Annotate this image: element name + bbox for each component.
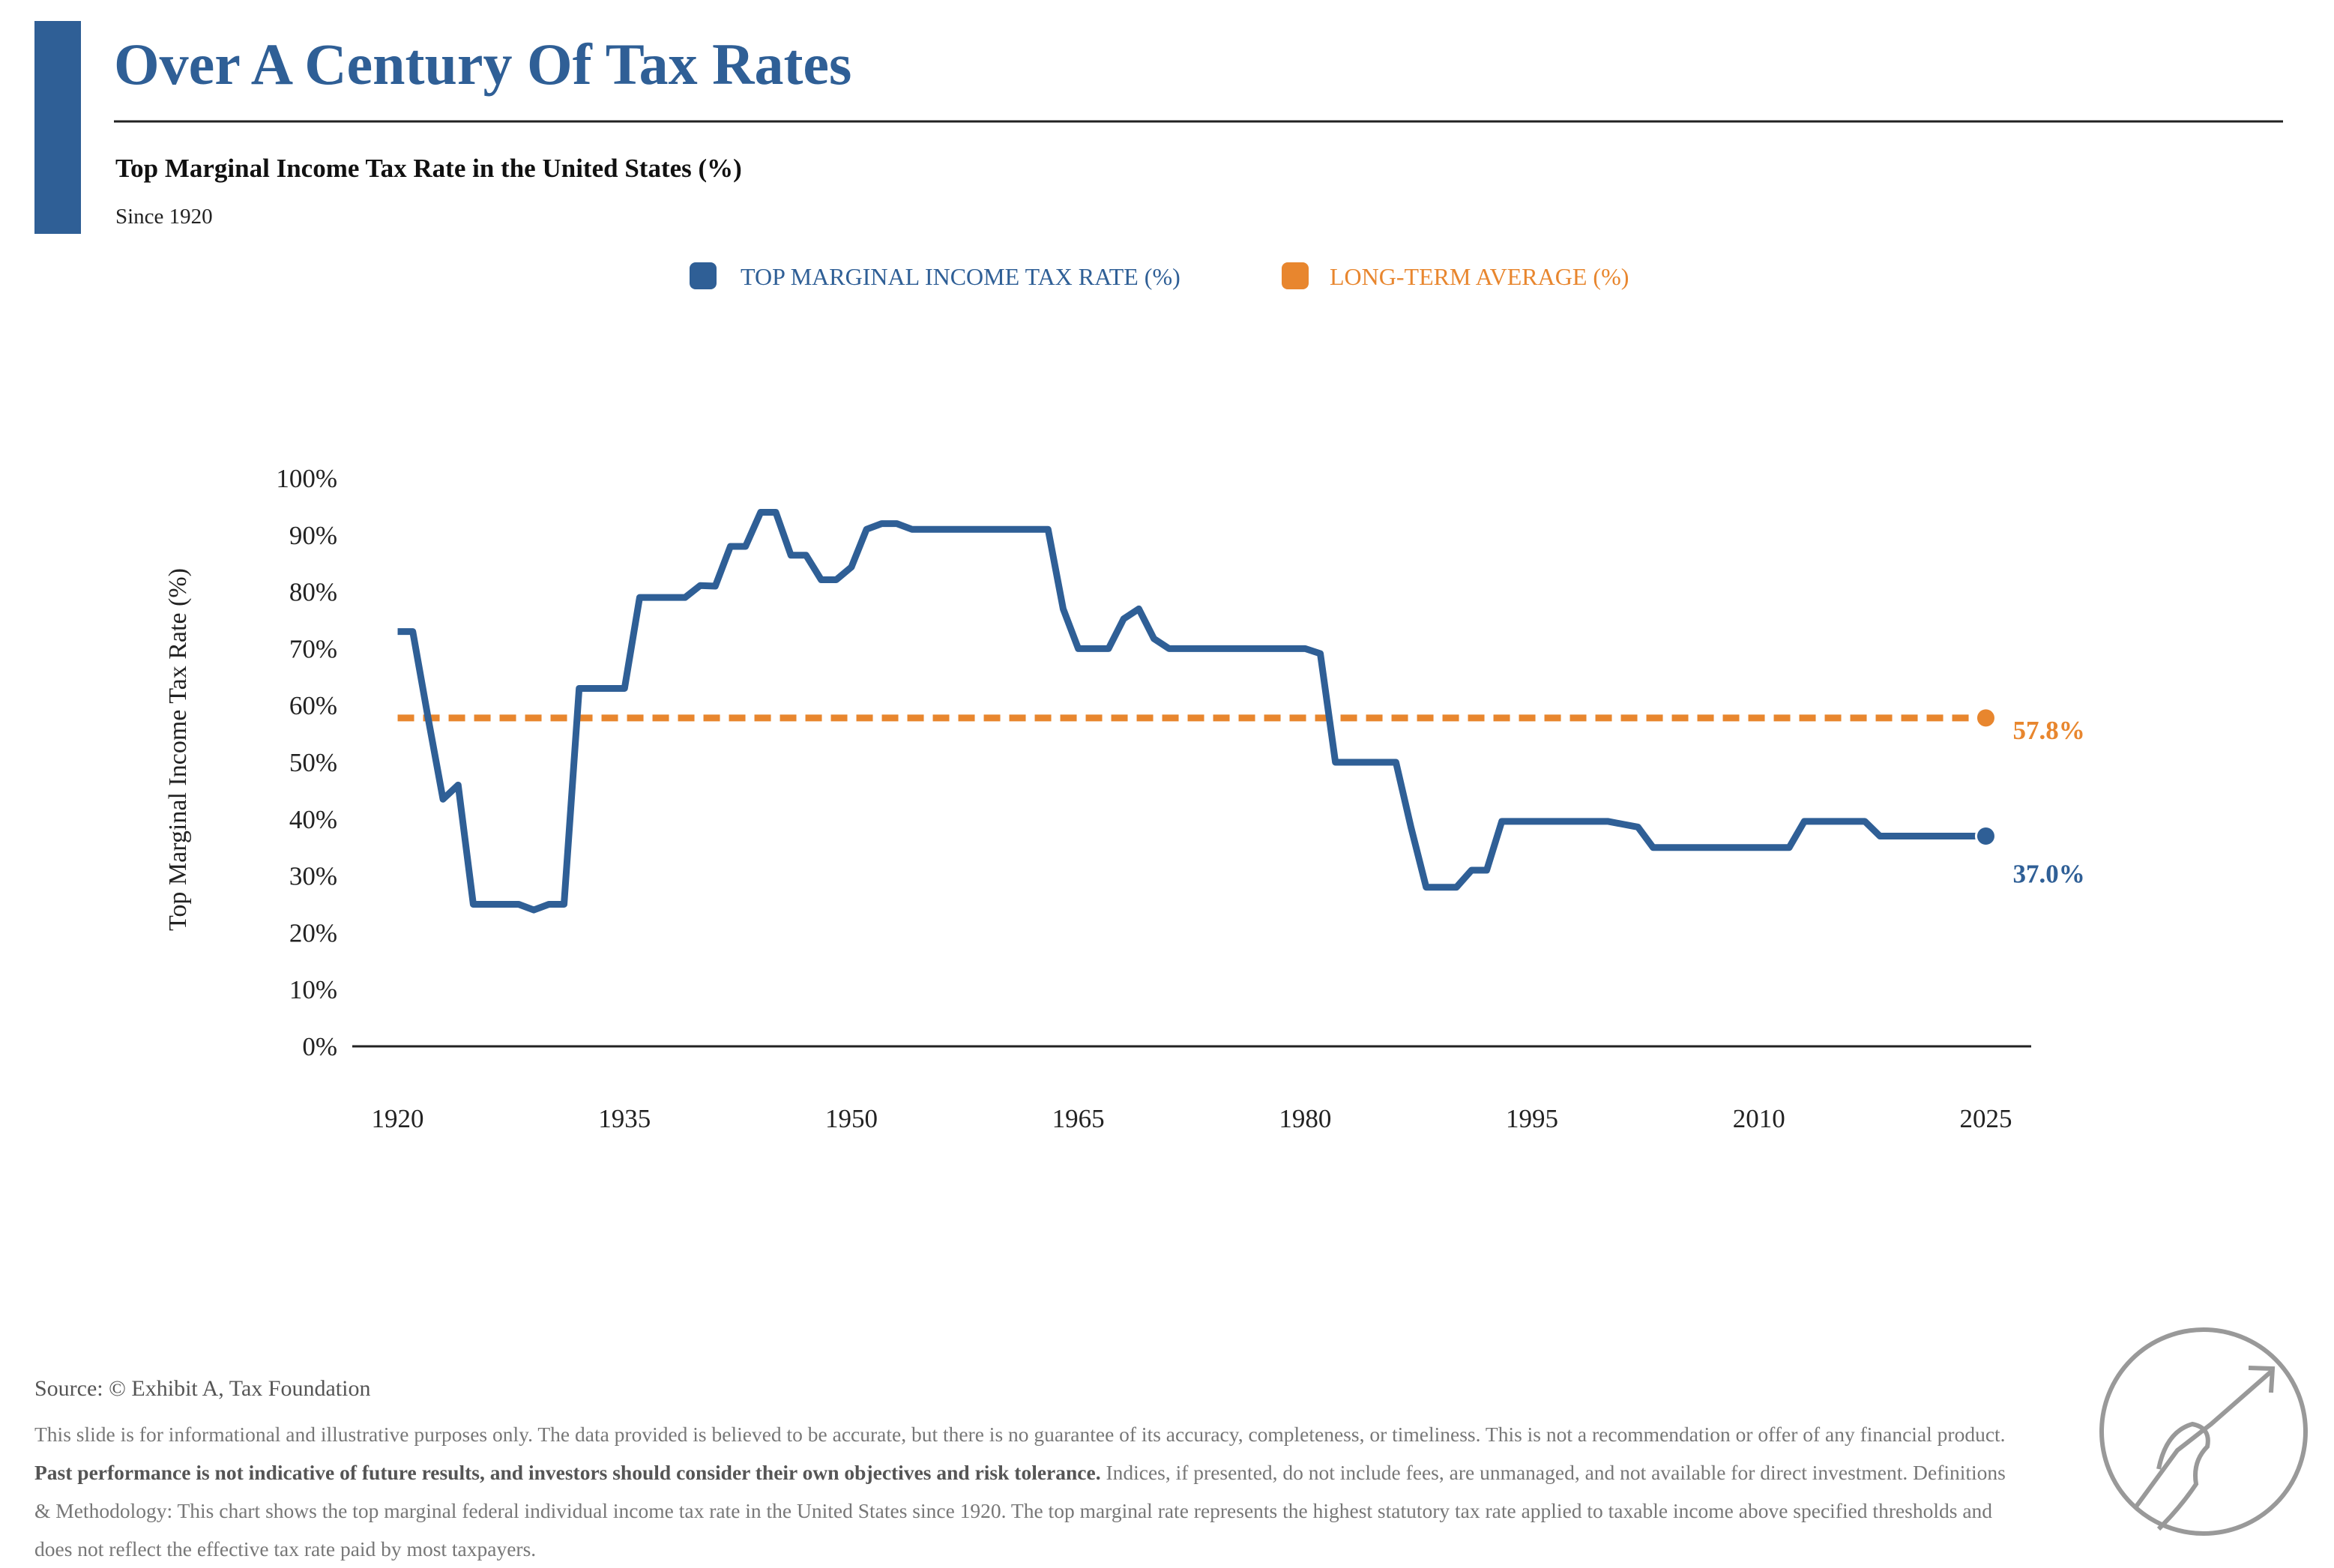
x-tick-label: 1980 xyxy=(1279,1104,1331,1133)
y-tick-label: 20% xyxy=(289,918,337,947)
note: Since 1920 xyxy=(115,205,213,229)
x-tick-label: 1950 xyxy=(825,1104,878,1133)
x-tick-label: 2025 xyxy=(1959,1104,2012,1133)
disclaimer: This slide is for informational and illu… xyxy=(34,1415,2013,1568)
x-tick-label: 2010 xyxy=(1733,1104,1785,1133)
series-line xyxy=(397,508,1986,914)
x-tick-label: 1995 xyxy=(1506,1104,1558,1133)
disclaimer-text: This slide is for informational and illu… xyxy=(34,1423,2006,1446)
legend-swatch xyxy=(1282,262,1309,289)
legend-label: LONG-TERM AVERAGE (%) xyxy=(1330,263,1629,290)
source: Source: © Exhibit A, Tax Foundation xyxy=(34,1376,370,1401)
value-label: 57.8% xyxy=(2012,716,2084,745)
y-tick-label: 40% xyxy=(289,805,337,834)
legend-swatch xyxy=(690,262,717,289)
y-tick-label: 0% xyxy=(302,1032,337,1061)
x-tick-label: 1920 xyxy=(372,1104,424,1133)
y-tick-label: 80% xyxy=(289,578,337,607)
average-end-dot xyxy=(1974,707,1997,729)
y-tick-label: 10% xyxy=(289,975,337,1004)
disclaimer-bold: Past performance is not indicative of fu… xyxy=(34,1461,1101,1484)
y-tick-label: 30% xyxy=(289,862,337,891)
chart-title: Over A Century Of Tax Rates xyxy=(114,31,851,97)
y-tick-label: 70% xyxy=(289,634,337,663)
disclaimer-text: Indices, if presented, do not include fe… xyxy=(34,1461,2006,1561)
y-tick-label: 90% xyxy=(289,521,337,550)
y-tick-label: 100% xyxy=(276,464,337,493)
legend-label: TOP MARGINAL INCOME TAX RATE (%) xyxy=(741,263,1180,290)
y-axis-label: Top Marginal Income Tax Rate (%) xyxy=(164,568,192,931)
accent-bar xyxy=(34,21,81,234)
logo xyxy=(2099,1327,2308,1536)
x-tick-label: 1965 xyxy=(1052,1104,1105,1133)
y-tick-label: 50% xyxy=(289,748,337,777)
subtitle: Top Marginal Income Tax Rate in the Unit… xyxy=(115,154,742,183)
value-label: 37.0% xyxy=(2012,860,2084,889)
y-tick-label: 60% xyxy=(289,691,337,720)
x-tick-label: 1935 xyxy=(598,1104,651,1133)
series-end-dot xyxy=(1974,825,1997,848)
